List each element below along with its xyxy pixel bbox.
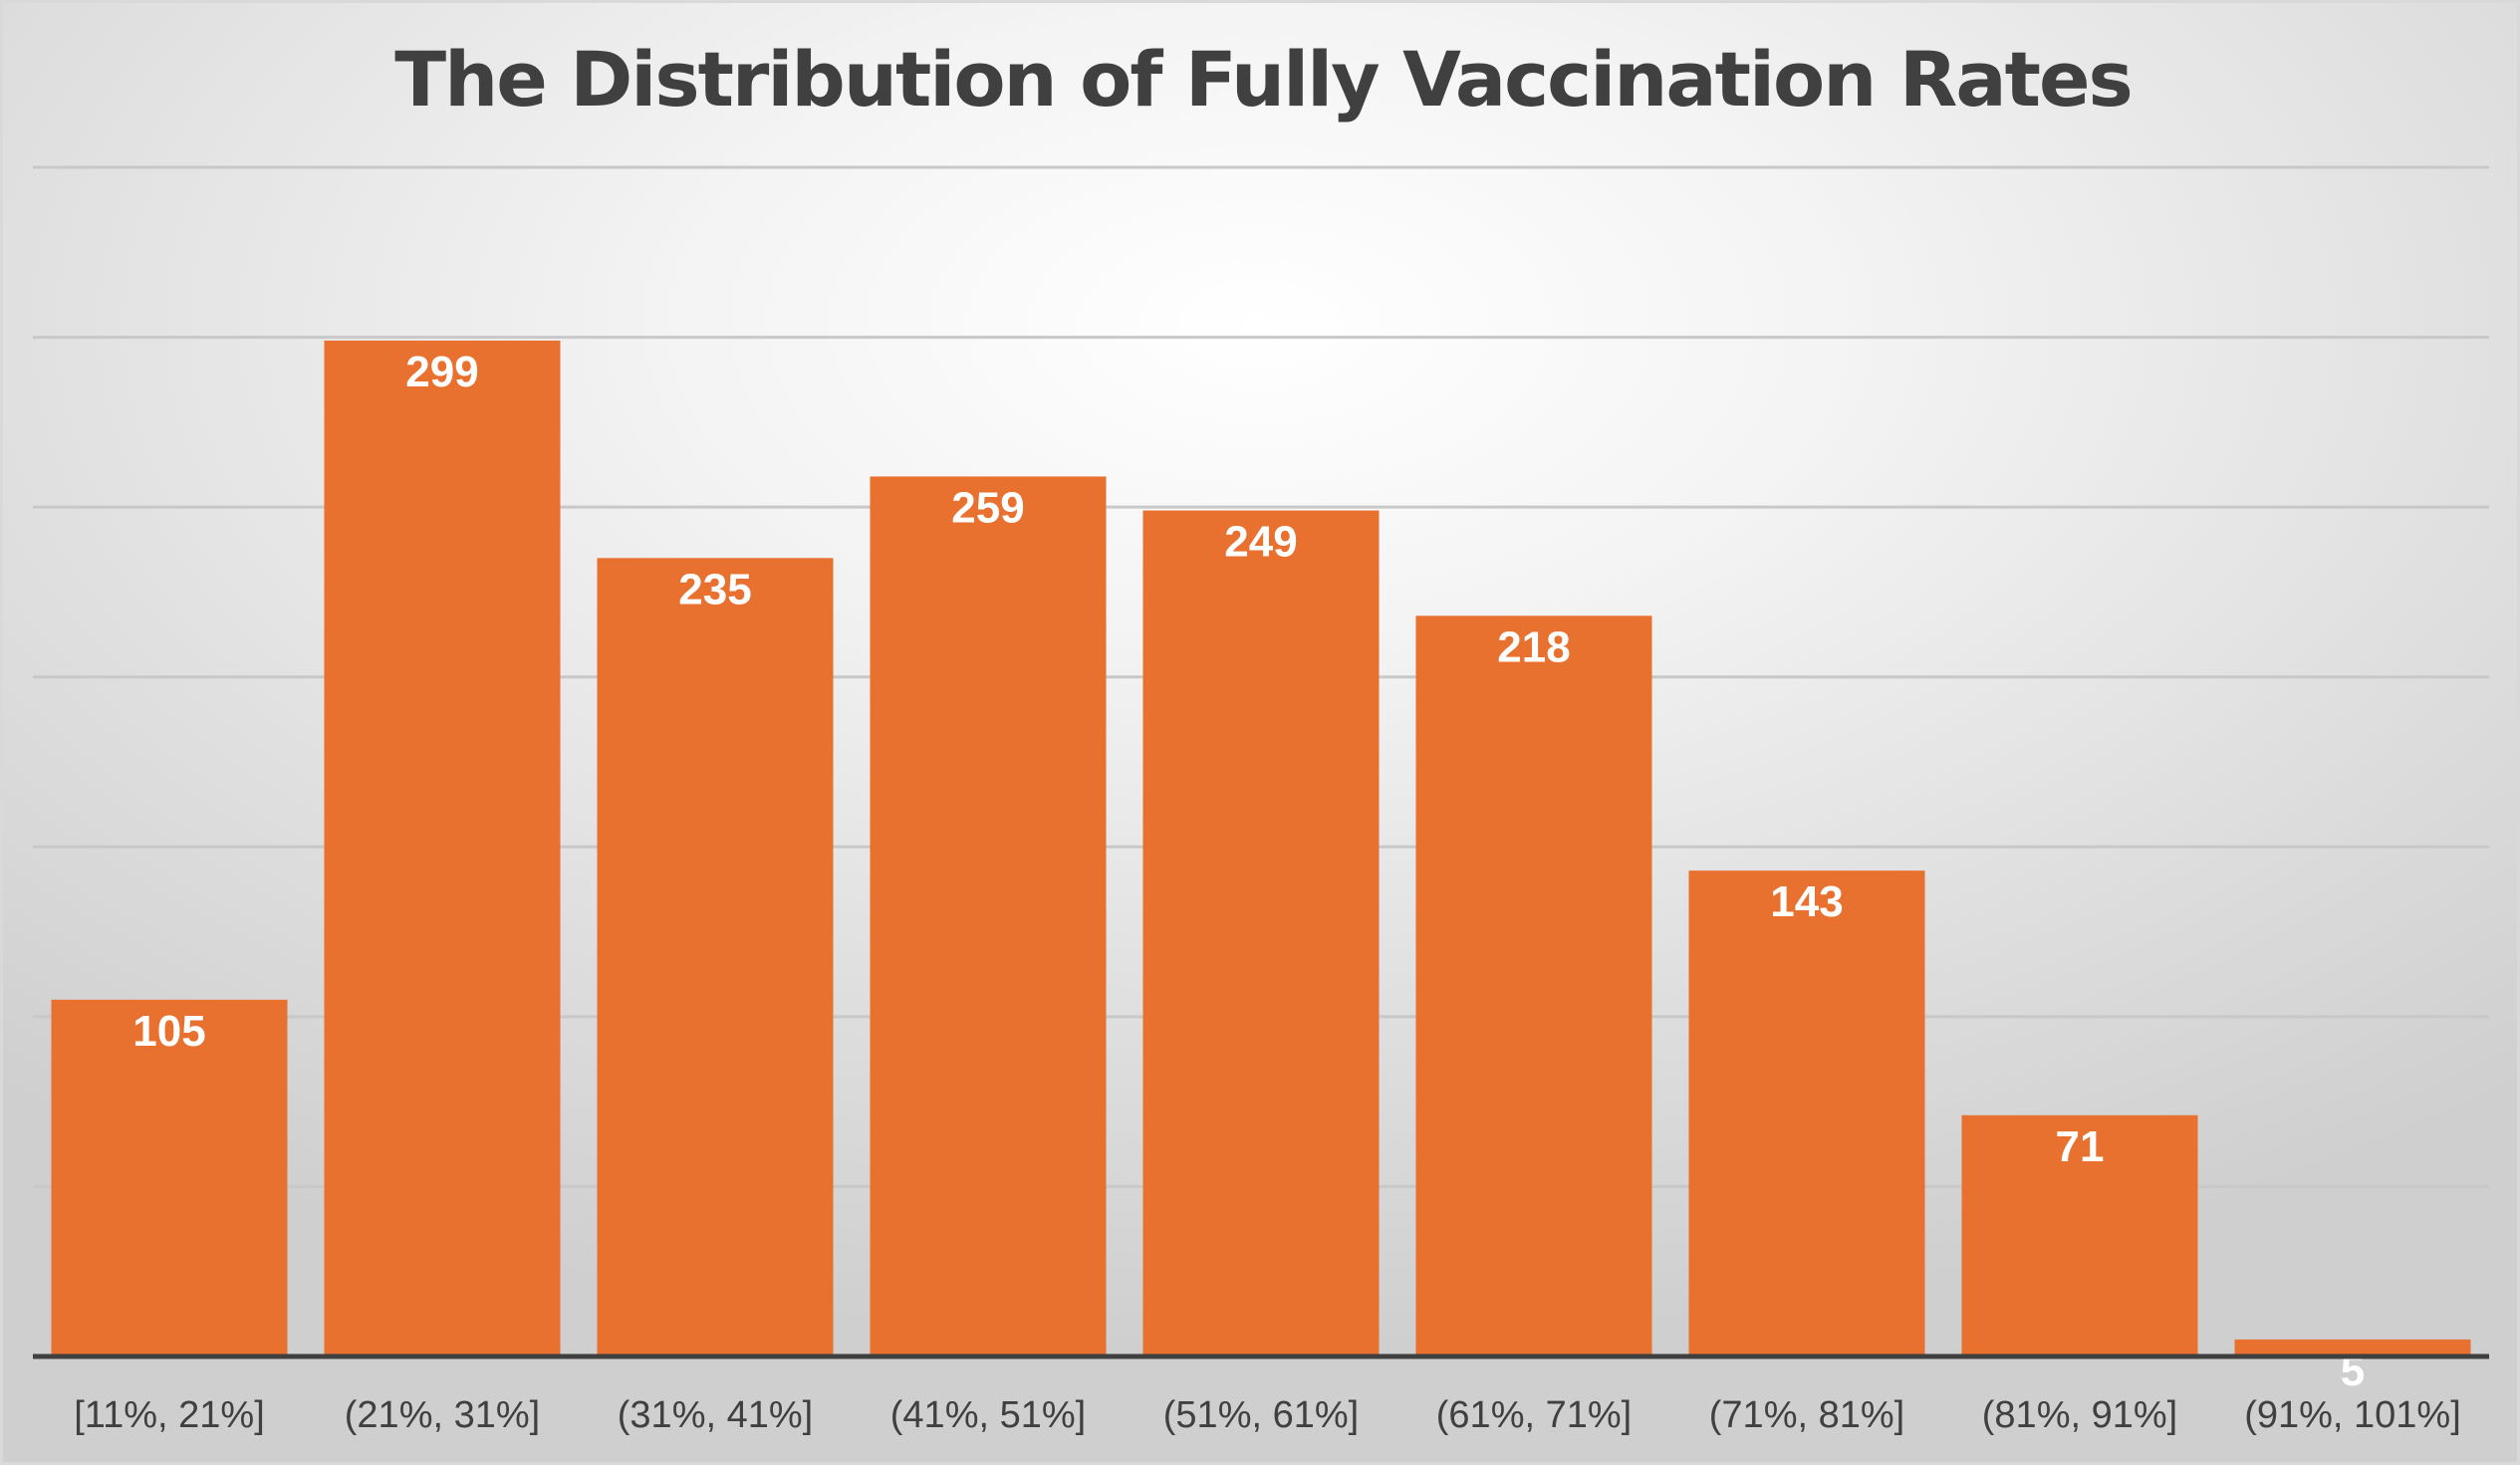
- x-axis-tick-labels: [11%, 21%] (21%, 31%] (31%, 41%] (41%, 51%]…: [74, 1394, 2461, 1436]
- data-label: 249: [1224, 518, 1297, 567]
- data-label: 5: [2341, 1346, 2365, 1395]
- bar: [1961, 1114, 2198, 1356]
- x-tick-label: (91%, 101%]: [2244, 1394, 2461, 1436]
- bar: [870, 476, 1107, 1356]
- x-tick-label: (41%, 51%]: [890, 1394, 1086, 1436]
- x-tick-label: [11%, 21%]: [74, 1394, 265, 1436]
- data-label: 259: [951, 483, 1024, 532]
- bar: [1415, 615, 1652, 1356]
- bars: [51, 340, 2471, 1356]
- x-tick-label: (21%, 31%]: [345, 1394, 540, 1436]
- data-label: 235: [678, 565, 751, 613]
- bar: [2234, 1339, 2471, 1356]
- bar: [597, 558, 834, 1356]
- chart-title: The Distribution of Fully Vaccination Ra…: [394, 35, 2134, 123]
- bar: [324, 340, 561, 1356]
- x-tick-label: (51%, 61%]: [1163, 1394, 1359, 1436]
- data-labels: 105 299 235 259 249 218 143 71 5: [132, 348, 2365, 1395]
- bar: [1142, 510, 1380, 1356]
- bar-chart: 105 299 235 259 249 218 143 71 5 [11%, 21%] (21%,…: [33, 165, 2489, 1436]
- x-tick-label: (81%, 91%]: [1982, 1394, 2177, 1436]
- data-label: 143: [1770, 877, 1843, 926]
- data-label: 105: [132, 1007, 205, 1056]
- x-tick-label: (71%, 81%]: [1709, 1394, 1904, 1436]
- x-tick-label: (31%, 41%]: [618, 1394, 813, 1436]
- data-label: 71: [2056, 1122, 2105, 1171]
- data-label: 218: [1497, 622, 1570, 671]
- x-tick-label: (61%, 71%]: [1436, 1394, 1632, 1436]
- bar: [1688, 870, 1925, 1356]
- bar: [51, 999, 288, 1356]
- data-label: 299: [405, 348, 478, 396]
